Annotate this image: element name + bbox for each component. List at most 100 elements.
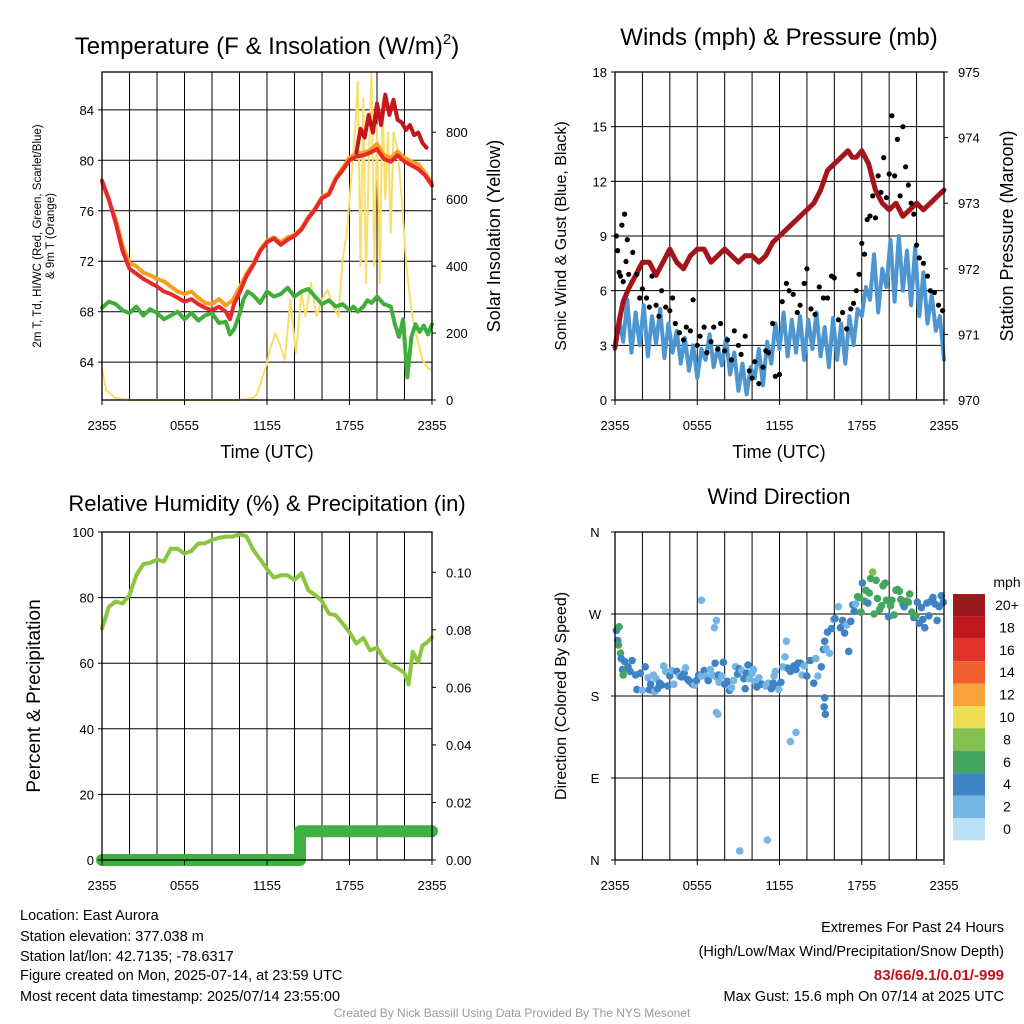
x-tick-label: 1155 (253, 878, 281, 893)
y2-tick-label: 0.06 (446, 680, 471, 695)
direction-point (681, 664, 690, 672)
y2-tick-label: 800 (446, 125, 468, 140)
direction-point (729, 676, 738, 685)
direction-point (711, 659, 719, 667)
direction-point (825, 649, 834, 657)
y-tick-label: 60 (80, 656, 94, 671)
gust-point (760, 364, 766, 370)
direction-point (929, 593, 937, 602)
x-tick-label: 2355 (930, 418, 959, 433)
gust-point (897, 193, 903, 199)
legend-swatch (953, 661, 985, 684)
direction-point (749, 665, 758, 674)
gust-point (872, 215, 879, 221)
gust-point (927, 288, 933, 294)
direction-point (803, 672, 811, 680)
gust-point (853, 288, 859, 294)
gust-point (708, 339, 714, 345)
gust-point (663, 304, 669, 310)
y2-axis-label: Station Pressure (Maroon) (997, 130, 1017, 341)
gust-point (697, 333, 703, 339)
gust-point (622, 211, 628, 217)
series-pressure-line (612, 148, 947, 350)
gust-point (776, 371, 783, 378)
y-tick-label: 100 (72, 525, 94, 540)
direction-point (921, 623, 929, 632)
legend-label: 18 (999, 619, 1015, 635)
direction-point (864, 599, 872, 607)
direction-point (657, 681, 666, 689)
gust-point (728, 357, 735, 363)
direction-point (800, 662, 808, 670)
gust-point (672, 320, 678, 327)
direction-point (877, 602, 886, 610)
direction-point (905, 590, 914, 598)
x-tick-label: 2355 (88, 878, 117, 893)
gust-point (626, 271, 632, 277)
direction-point (620, 657, 629, 666)
direction-point (636, 669, 645, 677)
gust-point (617, 273, 624, 279)
gust-point (735, 342, 742, 348)
direction-point (817, 663, 826, 671)
gust-point (643, 295, 650, 301)
gust-point (752, 359, 758, 365)
direction-point (912, 612, 920, 620)
x-tick-label: 2355 (601, 418, 630, 433)
gust-point (820, 295, 827, 301)
gust-point (861, 251, 868, 257)
y-tick-label: 64 (80, 355, 94, 370)
y-tick-label: 20 (80, 787, 94, 802)
direction-point (723, 677, 732, 686)
y-tick-label: 72 (80, 254, 94, 269)
y-tick-label: 12 (593, 174, 607, 189)
gust-point (701, 324, 707, 330)
gust-point (916, 255, 922, 261)
gust-point (911, 211, 917, 217)
gust-point (653, 302, 659, 308)
series-wind-line (613, 234, 946, 397)
x-tick-label: 1755 (847, 878, 876, 893)
gust-point (892, 173, 898, 179)
direction-point (710, 623, 719, 632)
y-axis-label: & 9m T (Orange) (45, 193, 57, 279)
y2-tick-label: 200 (446, 326, 468, 341)
direction-point (810, 679, 818, 687)
extremes-values: 83/66/9.1/0.01/-999 (873, 967, 1004, 984)
gust-point (790, 291, 796, 297)
gust-point (886, 171, 892, 177)
direction-point (870, 610, 878, 618)
credit-text: Created By Nick Bassill Using Data Provi… (333, 1006, 691, 1020)
direction-point (917, 603, 926, 612)
gust-point (639, 286, 646, 292)
x-tick-label: 0555 (170, 418, 199, 433)
gust-point (914, 242, 920, 248)
gust-point (623, 258, 629, 265)
gust-point (844, 326, 850, 332)
direction-point (781, 653, 789, 661)
direction-point (718, 672, 726, 680)
gust-point (724, 337, 731, 343)
direction-point (919, 615, 927, 624)
y-axis-label: Direction (Colored By Speed) (553, 592, 570, 800)
y-tick-label: 6 (600, 284, 607, 299)
gust-point (900, 124, 906, 130)
legend-swatch (953, 594, 985, 617)
y2-tick-label: 400 (446, 259, 468, 274)
gust-point (924, 273, 931, 279)
y-tick-label: S (591, 689, 600, 704)
x-tick-label: 1755 (335, 418, 364, 433)
direction-point (619, 671, 627, 679)
gust-point (680, 337, 687, 343)
gust-point (659, 288, 665, 294)
y2-tick-label: 972 (958, 262, 980, 277)
direction-point (882, 596, 891, 605)
gust-point (812, 311, 818, 317)
y-tick-label: 84 (80, 103, 94, 118)
direction-point (792, 665, 800, 674)
gust-point (875, 173, 881, 179)
gust-point (715, 346, 721, 352)
legend-swatch (953, 683, 985, 706)
gust-point (794, 309, 800, 316)
x-tick-label: 2355 (601, 878, 630, 893)
